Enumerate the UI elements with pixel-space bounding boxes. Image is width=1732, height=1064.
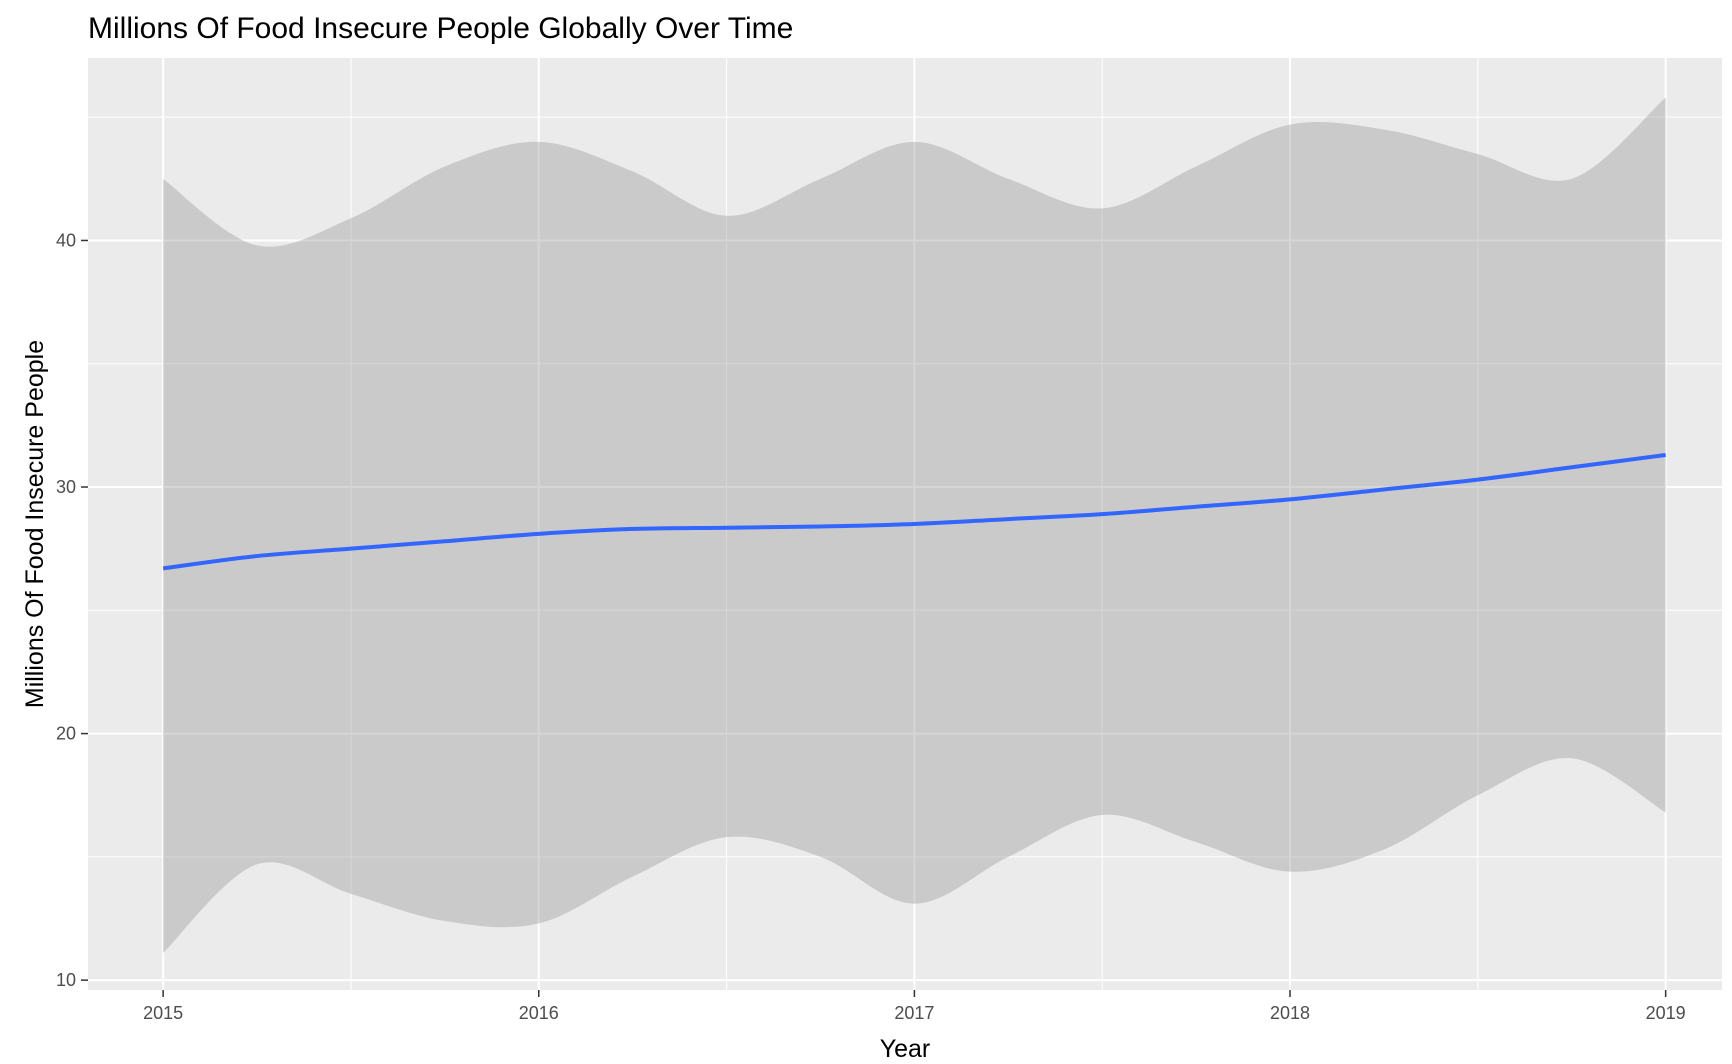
y-tick-label: 40 — [56, 230, 76, 250]
trend-line — [162, 452, 1666, 571]
y-tick-label: 10 — [56, 970, 76, 990]
minor-grid — [88, 58, 1722, 990]
x-tick-label: 2019 — [1646, 1003, 1686, 1023]
x-tick-label: 2017 — [894, 1003, 934, 1023]
x-tick-label: 2018 — [1270, 1003, 1310, 1023]
y-tick-label: 20 — [56, 724, 76, 744]
axis-tick-labels: 2015 2016 2017 2018 2019 10 20 30 40 — [56, 230, 1686, 1023]
chart-title: Millions Of Food Insecure People Globall… — [88, 12, 793, 45]
y-tick-label: 30 — [56, 477, 76, 497]
x-axis-title: Year — [880, 1035, 931, 1063]
axis-ticks — [81, 239, 1667, 997]
y-axis-title: Millions Of Food Insecure People — [21, 340, 49, 708]
x-tick-label: 2015 — [143, 1003, 183, 1023]
x-tick-label: 2016 — [519, 1003, 559, 1023]
